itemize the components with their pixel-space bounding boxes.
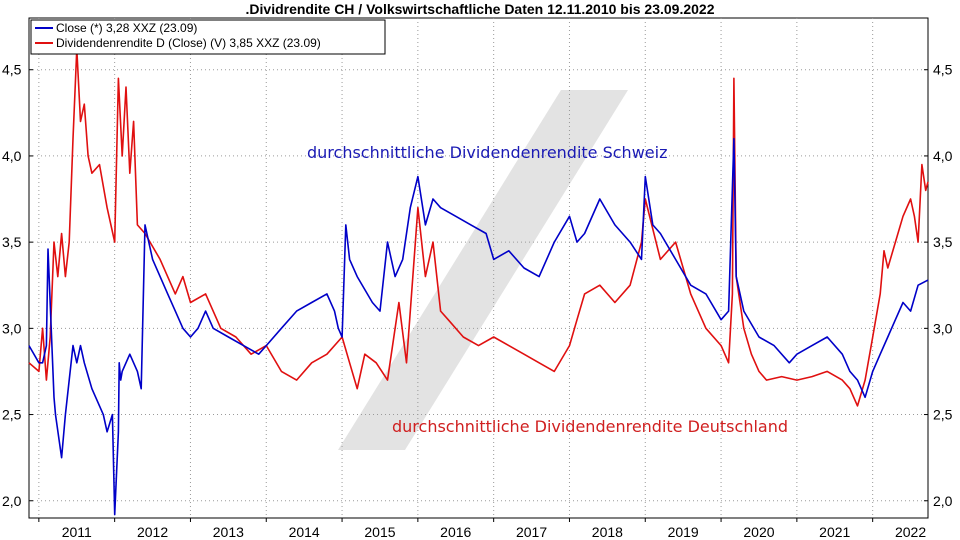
legend-box	[30, 19, 386, 55]
y-tick-label-right: 3,0	[933, 320, 953, 336]
y-tick-label-right: 4,5	[933, 62, 953, 78]
x-tick-label: 2022	[895, 524, 926, 540]
y-tick-label-left: 3,5	[2, 234, 22, 250]
x-tick-label: 2019	[668, 524, 699, 540]
y-tick-label-left: 3,0	[2, 320, 22, 336]
annotation-0: durchschnittliche Dividendenrendite Schw…	[307, 143, 667, 162]
y-tick-label-right: 4,0	[933, 148, 953, 164]
chart-title: .Dividrendite CH / Volkswirtschaftliche …	[245, 1, 715, 17]
y-tick-label-left: 2,5	[2, 407, 22, 423]
x-tick-label: 2021	[819, 524, 850, 540]
x-tick-label: 2020	[743, 524, 774, 540]
y-tick-label-left: 2,0	[2, 493, 22, 509]
series-line-0	[28, 137, 929, 516]
x-tick-label: 2014	[289, 524, 320, 540]
x-tick-label: 2016	[440, 524, 471, 540]
watermark-logo	[338, 90, 628, 450]
y-tick-label-right: 2,0	[933, 493, 953, 509]
legend-entry-0: Close (*) 3,28 XXZ (23.09)	[56, 21, 197, 35]
x-tick-label: 2013	[213, 524, 244, 540]
annotation-1: durchschnittliche Dividendenrendite Deut…	[392, 417, 788, 436]
y-tick-label-right: 2,5	[933, 407, 953, 423]
x-tick-label: 2015	[364, 524, 395, 540]
y-tick-label-left: 4,0	[2, 148, 22, 164]
legend-entry-1: Dividendenrendite D (Close) (V) 3,85 XXZ…	[56, 36, 321, 50]
x-tick-label: 2011	[62, 524, 92, 540]
x-tick-label: 2018	[592, 524, 623, 540]
x-tick-label: 2012	[137, 524, 168, 540]
y-tick-label-right: 3,5	[933, 234, 953, 250]
y-tick-label-left: 4,5	[2, 62, 22, 78]
x-tick-label: 2017	[516, 524, 547, 540]
series-line-1	[28, 48, 929, 407]
